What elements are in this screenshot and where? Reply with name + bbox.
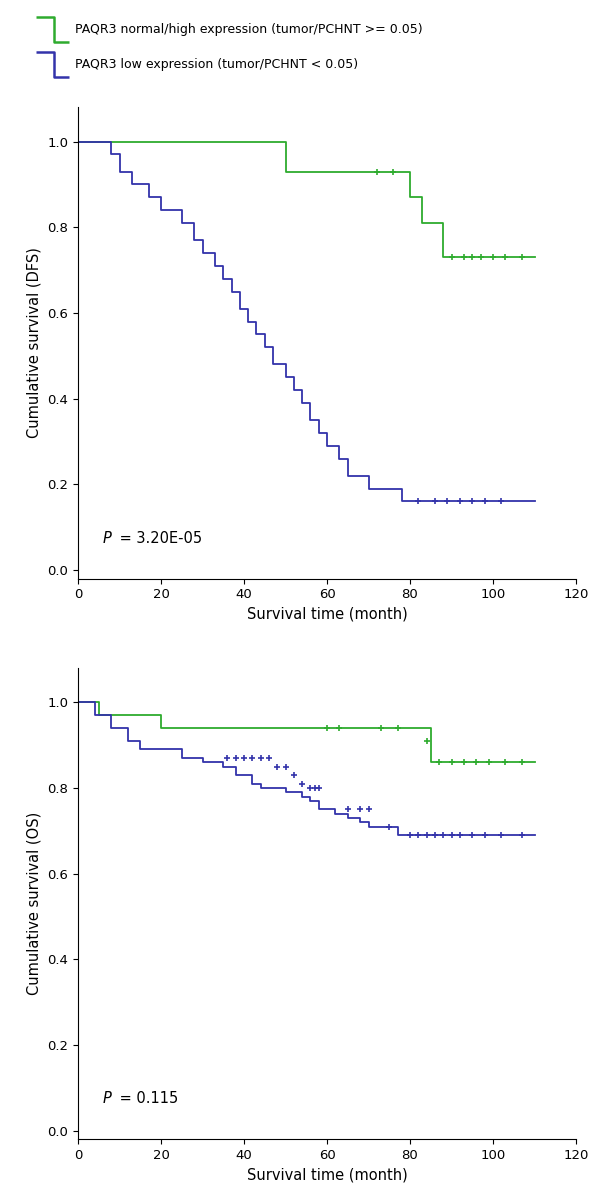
Text: = 3.20E-05: = 3.20E-05: [115, 531, 202, 545]
X-axis label: Survival time (month): Survival time (month): [247, 1168, 407, 1182]
Text: = 0.115: = 0.115: [115, 1092, 179, 1106]
Text: PAQR3 normal/high expression (tumor/PCHNT >= 0.05): PAQR3 normal/high expression (tumor/PCHN…: [75, 23, 422, 36]
X-axis label: Survival time (month): Survival time (month): [247, 607, 407, 622]
Text: PAQR3 low expression (tumor/PCHNT < 0.05): PAQR3 low expression (tumor/PCHNT < 0.05…: [75, 57, 358, 70]
Text: P: P: [103, 531, 112, 545]
Y-axis label: Cumulative survival (DFS): Cumulative survival (DFS): [27, 248, 42, 438]
Y-axis label: Cumulative survival (OS): Cumulative survival (OS): [27, 812, 42, 995]
Text: P: P: [103, 1092, 112, 1106]
